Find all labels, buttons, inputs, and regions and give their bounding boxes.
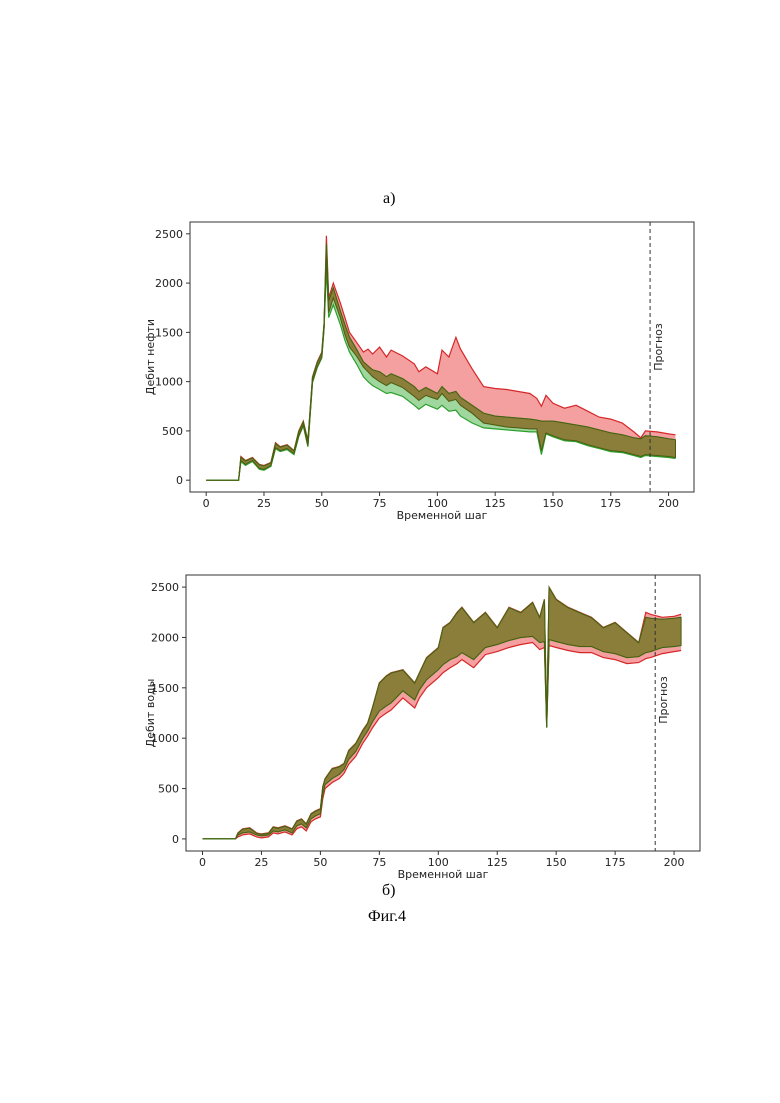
x-tick-label: 25 — [257, 497, 271, 510]
y-tick-label: 500 — [162, 425, 183, 438]
x-axis-label: Временной шаг — [397, 509, 488, 522]
y-tick-label: 0 — [176, 474, 183, 487]
x-tick-label: 50 — [315, 497, 329, 510]
x-tick-label: 200 — [658, 497, 679, 510]
lower-line-series-2 — [203, 636, 682, 839]
y-tick-label: 1500 — [155, 326, 183, 339]
x-tick-label: 150 — [546, 856, 567, 869]
y-tick-label: 1000 — [155, 376, 183, 389]
overlap-band — [203, 588, 682, 839]
forecast-annotation: Прогноз — [657, 676, 670, 724]
y-tick-label: 500 — [158, 783, 179, 796]
x-axis-label: Временной шаг — [398, 868, 489, 881]
forecast-annotation: Прогноз — [652, 323, 665, 371]
x-tick-label: 0 — [199, 856, 206, 869]
x-tick-label: 75 — [373, 497, 387, 510]
chart-2: 0255075100125150175200050010001500200025… — [144, 575, 700, 881]
x-tick-label: 125 — [485, 497, 506, 510]
x-tick-label: 125 — [487, 856, 508, 869]
x-tick-label: 75 — [372, 856, 386, 869]
x-tick-label: 25 — [254, 856, 268, 869]
x-tick-label: 0 — [203, 497, 210, 510]
plot-frame — [186, 575, 700, 851]
y-tick-label: 2000 — [155, 277, 183, 290]
y-tick-label: 2500 — [155, 228, 183, 241]
x-tick-label: 150 — [542, 497, 563, 510]
y-tick-label: 2000 — [151, 631, 179, 644]
y-tick-label: 0 — [172, 833, 179, 846]
y-tick-label: 2500 — [151, 581, 179, 594]
x-tick-label: 50 — [313, 856, 327, 869]
x-tick-label: 175 — [600, 497, 621, 510]
x-tick-label: 175 — [605, 856, 626, 869]
x-tick-label: 200 — [664, 856, 685, 869]
y-axis-label: Дебит нефти — [144, 319, 157, 395]
y-axis-label: Дебит воды — [144, 679, 157, 748]
chart-1: 0255075100125150175200050010001500200025… — [144, 222, 694, 522]
